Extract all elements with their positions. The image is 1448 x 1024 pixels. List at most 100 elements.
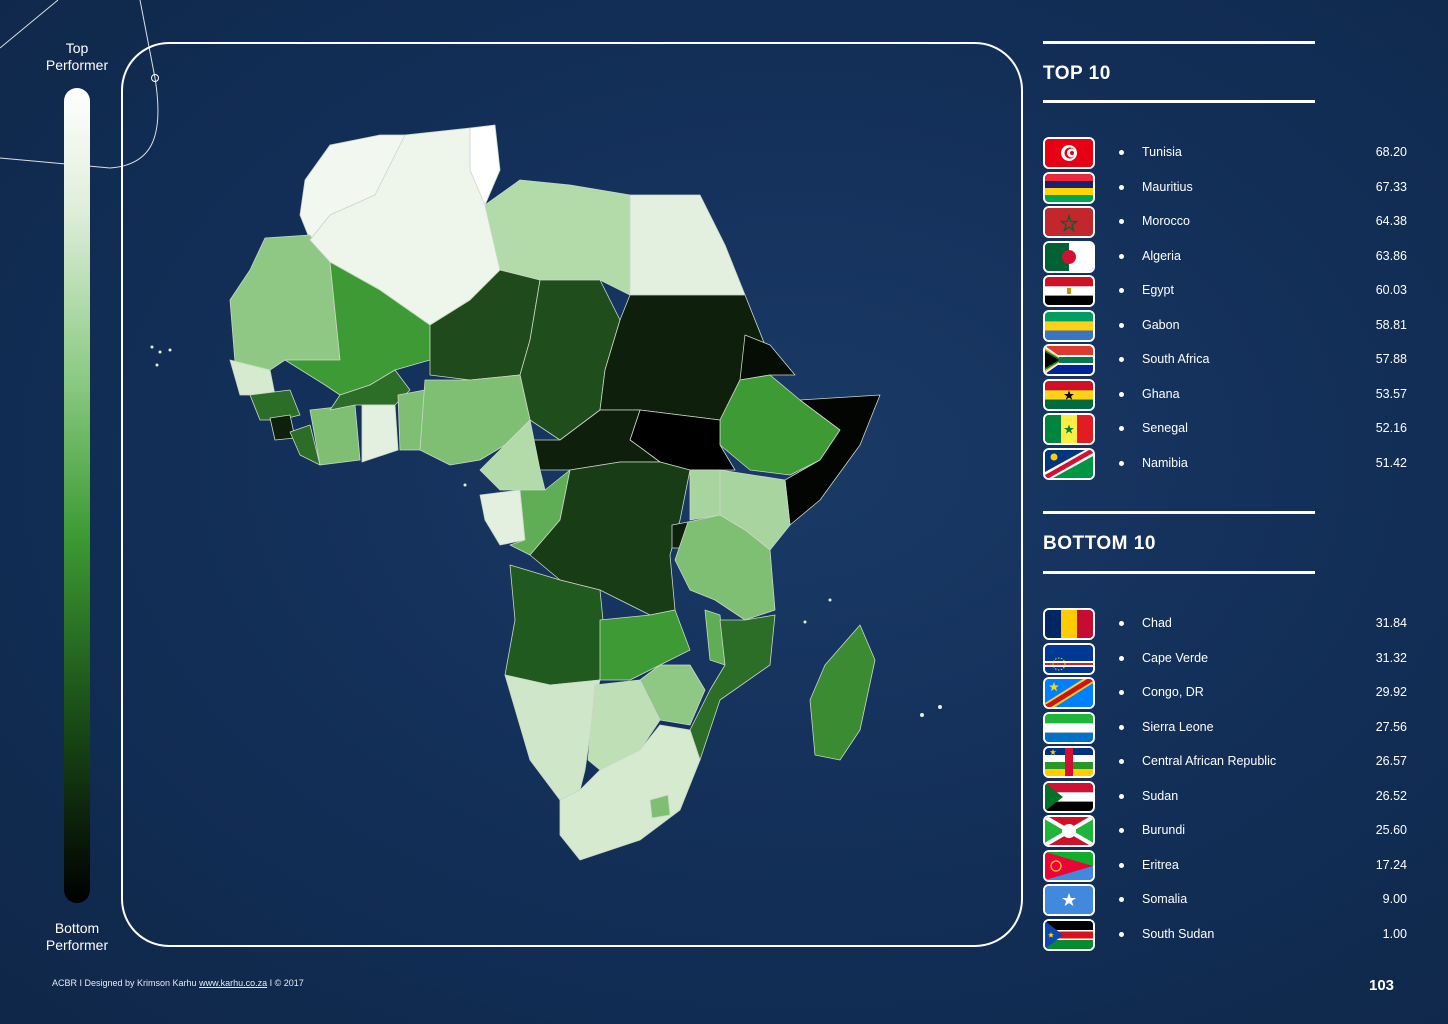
map-tanzania <box>674 514 776 621</box>
bullet-icon <box>1119 793 1124 799</box>
sudan-flag-icon <box>1043 780 1095 813</box>
country-score: 31.32 <box>1375 650 1407 665</box>
map-namibia <box>504 674 601 801</box>
footer-link[interactable]: www.karhu.co.za <box>199 978 268 988</box>
bottom10-row: Chad 31.84 <box>1043 608 1407 640</box>
country-score: 31.84 <box>1375 616 1407 630</box>
africa-map <box>150 124 942 861</box>
country-score: 63.86 <box>1375 248 1407 263</box>
congo-dr-flag-icon <box>1043 677 1095 709</box>
bullet-icon <box>1119 690 1124 695</box>
bullet-icon <box>1119 724 1124 730</box>
footer-credit: ACBR I Designed by Krimson Karhu www.kar… <box>52 978 304 988</box>
bottom10-row: Somalia 9.00 <box>1043 884 1407 916</box>
bottom10-row: Cape Verde 31.32 <box>1043 642 1407 675</box>
country-score: 1.00 <box>1382 926 1407 941</box>
country-score: 58.81 <box>1375 317 1407 332</box>
country-name: Sudan <box>1142 788 1179 803</box>
map-tunisia <box>469 124 501 206</box>
south-sudan-flag-icon <box>1043 918 1095 951</box>
country-name: Somalia <box>1142 892 1188 906</box>
footer-suffix: I © 2017 <box>267 978 304 988</box>
top10-row: Morocco 64.38 <box>1043 206 1407 238</box>
country-score: 17.24 <box>1375 857 1407 872</box>
country-score: 64.38 <box>1375 214 1407 228</box>
country-score: 29.92 <box>1375 685 1407 699</box>
country-score: 26.57 <box>1375 754 1407 768</box>
legend-color-scale <box>64 88 90 903</box>
map-guinea <box>249 389 301 421</box>
map-madagascar <box>809 624 876 761</box>
country-name: Burundi <box>1142 823 1186 837</box>
country-score: 52.16 <box>1375 421 1407 435</box>
cape-verde-flag-icon <box>1043 642 1095 675</box>
south-africa-flag-icon <box>1043 344 1095 376</box>
map-lesotho <box>649 794 671 819</box>
country-name: Congo, DR <box>1142 685 1204 699</box>
country-name: Eritrea <box>1142 857 1179 872</box>
legend-top-text: Top Performer <box>45 40 109 73</box>
country-score: 51.42 <box>1375 455 1407 470</box>
legend-bottom-text: Bottom Performer <box>45 920 109 953</box>
burundi-flag-icon <box>1043 815 1095 847</box>
bottom10-row: South Sudan 1.00 <box>1043 918 1407 951</box>
bottom10-row: Sierra Leone 27.56 <box>1043 711 1407 744</box>
bullet-icon <box>1119 357 1124 362</box>
chad-flag-icon <box>1043 608 1095 640</box>
bullet-icon <box>1119 426 1124 431</box>
algeria-flag-icon <box>1043 240 1095 273</box>
morocco-flag-icon <box>1043 206 1095 238</box>
bullet-icon <box>1119 288 1124 293</box>
top10-row: Namibia 51.42 <box>1043 447 1407 480</box>
map-sierra-leone <box>269 414 296 441</box>
country-name: Namibia <box>1142 455 1188 470</box>
bottom10-rule-bottom <box>1043 571 1315 574</box>
bullet-icon <box>1119 391 1124 397</box>
map-south-africa <box>559 724 701 861</box>
bullet-icon <box>1119 897 1124 902</box>
country-name: South Africa <box>1142 352 1210 366</box>
country-score: 26.52 <box>1375 788 1407 803</box>
bullet-icon <box>1119 460 1124 466</box>
senegal-flag-icon <box>1043 413 1095 445</box>
bottom10-row: Eritrea 17.24 <box>1043 849 1407 882</box>
country-name: Chad <box>1142 616 1172 630</box>
country-name: Tunisia <box>1142 145 1182 159</box>
country-score: 68.20 <box>1375 145 1407 159</box>
map-uganda <box>689 469 721 521</box>
central-african-republic-flag-icon <box>1043 746 1095 778</box>
tunisia-flag-icon <box>1043 137 1095 169</box>
footer-prefix: ACBR I Designed by Krimson Karhu <box>52 978 200 988</box>
map-zambia <box>599 609 691 681</box>
eritrea-flag-icon <box>1043 849 1095 882</box>
country-score: 57.88 <box>1375 352 1407 366</box>
bottom10-title: BOTTOM 10 <box>1043 533 1156 554</box>
bottom10-row: Central African Republic 26.57 <box>1043 746 1407 778</box>
map-gabon <box>479 489 526 546</box>
bullet-icon <box>1119 655 1124 661</box>
ghana-flag-icon <box>1043 378 1095 411</box>
map-ghana <box>361 404 399 463</box>
top10-row: Tunisia 68.20 <box>1043 137 1407 169</box>
country-name: Ghana <box>1142 386 1180 401</box>
top10-row: Ghana 53.57 <box>1043 378 1407 411</box>
top10-row: South Africa 57.88 <box>1043 344 1407 376</box>
country-name: Mauritius <box>1142 179 1193 194</box>
bullet-icon <box>1119 322 1124 328</box>
map-mozambique <box>689 614 776 761</box>
country-name: Gabon <box>1142 317 1180 332</box>
top10-row: Senegal 52.16 <box>1043 413 1407 445</box>
somalia-flag-icon <box>1043 884 1095 916</box>
top10-row: Mauritius 67.33 <box>1043 171 1407 204</box>
country-name: Egypt <box>1142 283 1174 297</box>
country-name: Algeria <box>1142 248 1181 263</box>
map-eritrea <box>739 334 796 381</box>
top10-row: Algeria 63.86 <box>1043 240 1407 273</box>
country-score: 53.57 <box>1375 386 1407 401</box>
top10-row: Gabon 58.81 <box>1043 309 1407 342</box>
country-name: Sierra Leone <box>1142 719 1214 734</box>
map-frame <box>121 42 1023 947</box>
legend-bottom-label: Bottom Performer <box>30 920 124 954</box>
bullet-icon <box>1119 931 1124 937</box>
gabon-flag-icon <box>1043 309 1095 342</box>
